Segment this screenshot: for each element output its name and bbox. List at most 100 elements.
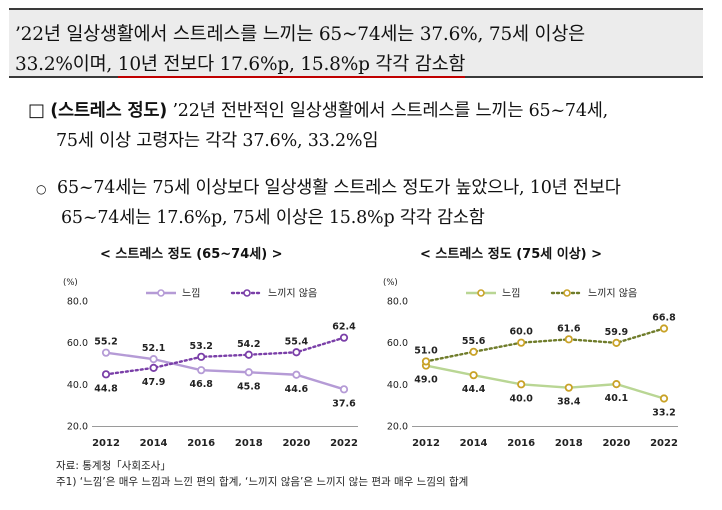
data-point [149,363,158,372]
y-tick-label: 40.0 [67,380,88,391]
data-point [469,371,478,380]
data-label: 62.4 [332,322,356,333]
data-point [197,366,206,375]
data-point [149,355,158,364]
data-point [659,324,669,333]
series-line-not-feel [104,336,346,376]
data-point [612,338,621,347]
bullet-1-heading: (스트레스 정도) [50,101,168,121]
x-tick-label: 2022 [330,438,358,449]
data-point [292,348,301,357]
data-point [612,380,621,389]
chart-2-title: < 스트레스 정도 (75세 이상) > [420,247,603,262]
summary-underlined-text: 10년 전보다 17.6%p, 15.8%p 각각 감소함 [117,54,465,78]
data-point [339,333,349,342]
data-label: 40.0 [509,393,533,404]
data-point [469,347,478,356]
chart-75-plus: (%) 80.0 60.0 40.0 20.0 2012 2014 2016 2018 2020 2… [383,278,678,449]
x-tick-label: 2012 [412,438,440,449]
legend-marker [563,289,571,297]
data-point [244,350,253,359]
x-tick-label: 2016 [507,438,535,449]
data-label: 53.2 [189,341,212,352]
legend-marker [157,289,165,297]
series-line-not-feel [424,327,666,363]
data-point [244,368,253,377]
data-label: 44.4 [462,384,486,395]
x-tick-label: 2022 [650,438,678,449]
x-tick-label: 2018 [555,438,583,449]
chart-65-74: (%) 80.0 60.0 40.0 20.0 2012 2014 2016 2018 2020 2… [63,278,358,449]
x-tick-label: 2012 [92,438,120,449]
data-point [421,357,431,366]
data-label: 46.8 [189,379,213,390]
x-tick-label: 2020 [282,438,310,449]
legend-marker [477,289,485,297]
circle-bullet-icon: ○ [36,182,47,196]
data-label: 55.4 [285,336,309,347]
data-label: 44.8 [94,383,118,394]
summary-line-2: 33.2%이며, 10년 전보다 17.6%p, 15.8%p 각각 감소함 [15,50,465,78]
bullet-2-line-2: 65~74세는 17.6%p, 75세 이상은 15.8%p 각각 감소함 [61,208,485,228]
data-label: 66.8 [652,313,676,324]
square-bullet-icon: □ [28,100,45,121]
data-point [659,394,669,403]
data-label: 54.2 [237,339,260,350]
summary-line-2-plain: 33.2%이며, [15,54,118,75]
data-point [101,348,111,357]
data-label: 45.8 [237,381,261,392]
bullet-2-line-1: ○ 65~74세는 75세 이상보다 일상생활 스트레스 정도가 높았으나, 1… [36,174,621,199]
series-line-feel [425,364,665,400]
bullet-1-line-2: 75세 이상 고령자는 각각 37.6%, 33.2%임 [56,131,379,151]
data-label: 61.6 [557,323,581,334]
data-label: 37.6 [332,398,356,409]
y-tick-label: 40.0 [387,380,408,391]
y-tick-label: 80.0 [387,297,408,308]
data-point [517,338,526,347]
data-label: 55.6 [462,336,486,347]
summary-box: ’22년 일상생활에서 스트레스를 느끼는 65~74세는 37.6%, 75세… [9,8,703,78]
bullet-2-text-1: 65~74세는 75세 이상보다 일상생활 스트레스 정도가 높았으나, 10년… [57,178,621,198]
data-point [101,370,111,379]
data-label: 49.0 [414,375,438,386]
data-label: 33.2 [652,408,675,419]
data-point [292,370,301,379]
data-label: 47.9 [142,377,165,388]
footnote-text: 주1) ‘느낌’은 매우 느낌과 느낀 편의 합계, ‘느끼지 않음’은 느끼지… [56,476,469,488]
data-label: 55.2 [94,337,117,348]
source-text: 자료: 통계청「사회조사」 [56,460,171,472]
legend-label: 느낌 [182,288,200,300]
x-tick-label: 2020 [602,438,630,449]
legend-marker [243,289,251,297]
summary-line-1: ’22년 일상생활에서 스트레스를 느끼는 65~74세는 37.6%, 75세… [15,24,585,45]
bullet-1-line-1: □ (스트레스 정도) ’22년 전반적인 일상생활에서 스트레스를 느끼는 6… [28,97,608,122]
legend-label: 느끼지 않음 [268,288,317,300]
data-point [564,383,573,392]
data-point [197,352,206,361]
data-point [517,380,526,389]
y-tick-label: 60.0 [67,338,88,349]
y-axis-unit: (%) [383,278,398,288]
data-label: 44.6 [285,384,309,395]
y-tick-label: 20.0 [387,422,408,433]
data-label: 59.9 [605,327,628,338]
x-tick-label: 2018 [235,438,263,449]
y-tick-label: 60.0 [387,338,408,349]
data-label: 60.0 [509,327,533,338]
y-axis-unit: (%) [63,278,78,288]
series-line-feel [105,351,345,391]
data-label: 52.1 [142,343,165,354]
legend-label: 느끼지 않음 [588,288,637,300]
x-tick-label: 2014 [460,438,488,449]
chart-1-title: < 스트레스 정도 (65~74세) > [100,247,283,262]
data-label: 38.4 [557,397,581,408]
data-label: 40.1 [605,393,628,404]
y-tick-label: 80.0 [67,297,88,308]
x-tick-label: 2014 [140,438,168,449]
data-label: 51.0 [414,345,438,356]
bullet-1-text-1: ’22년 전반적인 일상생활에서 스트레스를 느끼는 65~74세, [167,101,609,121]
x-tick-label: 2016 [187,438,215,449]
data-point [564,335,573,344]
data-point [339,385,349,394]
y-tick-label: 20.0 [67,422,88,433]
